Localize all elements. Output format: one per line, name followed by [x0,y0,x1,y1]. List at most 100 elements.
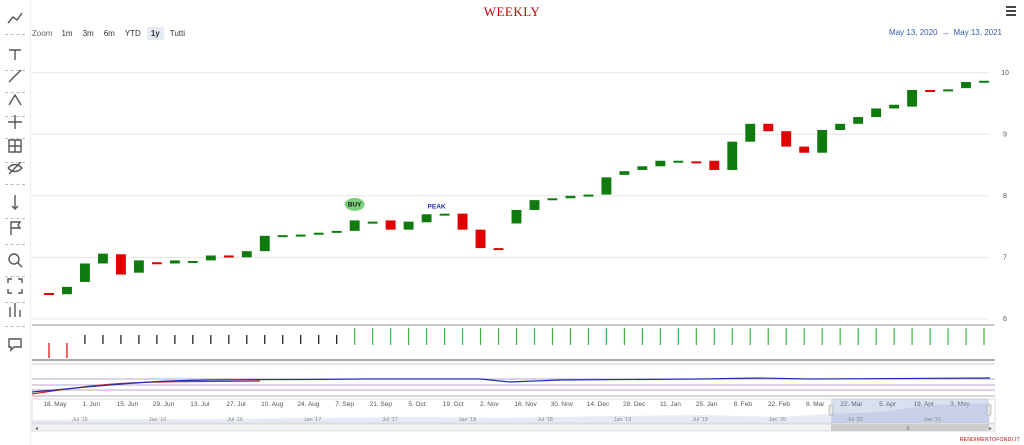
candle-up [871,108,882,118]
path-icon[interactable] [5,90,25,110]
candle-up [439,213,450,216]
navigator-label: Jul '17 [382,417,398,423]
candle-up [637,166,648,170]
scroll-right-icon: ▸ [989,426,992,432]
navigator-label: Jan '20 [769,417,787,423]
navigator-label: Jan '21 [924,417,942,423]
candle-down [385,220,396,230]
x-tick-label: 1. Jun [82,401,100,408]
candle-down [151,262,162,265]
candle-up [259,235,270,252]
candle-up [62,286,72,295]
candle-up [565,195,576,199]
x-tick-label: 29. Jun [153,401,175,408]
flag-icon[interactable] [5,218,25,238]
candle-up [817,129,828,153]
candle-up [979,80,989,83]
candle-up [169,260,180,264]
x-tick-label: 2. Nov [480,401,500,408]
x-tick-label: 5. Apr [879,401,897,408]
candle-down [44,293,54,296]
candle-up [583,194,594,197]
annotations-icon[interactable] [5,334,25,354]
candle-up [367,221,378,224]
x-tick-label: 14. Dec [587,401,610,408]
candle-up [673,160,684,163]
candle-up [349,220,360,231]
navigator-label: Jul '19 [692,417,708,423]
scroll-left-icon: ◂ [35,426,38,432]
candle-down [493,248,504,251]
x-tick-label: 21. Sep [370,401,393,408]
candle-up [529,200,540,210]
text-icon[interactable] [5,44,25,64]
toolbar-separator [5,276,25,277]
candle-up [961,81,971,89]
navigator-label: Jan '16 [149,417,167,423]
navigator-label: Jul '20 [847,417,863,423]
x-tick-label: 7. Sep [335,401,354,408]
candle-up [205,255,216,261]
oscillator-red-line [31,380,261,395]
trend-line-icon[interactable] [5,8,25,28]
zoom-3m-button[interactable]: 3m [82,29,94,38]
x-tick-label: 19. Oct [443,401,464,408]
candle-up [403,221,414,230]
candle-up [241,251,252,258]
zoom-1y-button[interactable]: 1y [146,27,164,40]
grid-icon[interactable] [5,136,25,156]
range-to-input[interactable]: May 13, 2021 [953,28,1002,37]
candle-up [511,209,522,224]
drawing-toolbar [0,0,31,445]
x-tick-label: 11. Jan [660,401,681,408]
x-tick-label: 13. Jul [190,401,210,408]
candle-up [277,235,288,238]
hamburger-menu-icon[interactable] [1006,6,1016,16]
x-tick-label: 27. Jul [226,401,246,408]
x-tick-label: 25. Jan [696,401,718,408]
candle-up [97,253,108,264]
zoom-1m-button[interactable]: 1m [61,29,73,38]
candle-up [421,214,432,223]
toolbar-separator [5,244,25,245]
toolbar-separator [5,70,25,71]
toolbar-separator [5,184,25,185]
navigator-series [32,403,990,423]
x-tick-label: 15. Jun [117,401,139,408]
y-tick-label: 6 [1003,316,1007,323]
candle-up [889,104,900,109]
chart-title: WEEKLY [483,4,541,19]
zoom-all-button[interactable]: Tutti [169,29,185,38]
navigator-label: Jul '18 [537,417,553,423]
range-arrow: → [941,28,950,37]
crosshair-icon[interactable] [5,112,25,132]
candle-down [763,123,774,132]
candle-down [781,131,792,147]
range-from-input[interactable]: May 13, 2020 [889,28,938,37]
measure-icon[interactable] [5,192,25,212]
candle-up [655,160,666,167]
eye-off-icon[interactable] [5,158,25,178]
x-tick-label: 5. Oct [408,401,426,408]
zoom-6m-button[interactable]: 6m [103,29,115,38]
toolbar-separator [5,138,25,139]
x-tick-label: 22. Feb [768,401,790,408]
toolbar-separator [5,34,25,35]
navigator-right-handle [986,404,992,416]
scrollbar-track [31,423,996,432]
candle-down [223,255,234,258]
candle-up [80,263,90,282]
x-tick-label: 30. Nov [551,401,574,408]
candle-down [457,213,468,230]
candle-up [619,171,630,175]
toolbar-separator [5,302,25,303]
x-tick-label: 28. Dec [623,401,646,408]
toolbar-separator [5,326,25,327]
zoom-icon[interactable] [5,250,25,270]
indicators-icon[interactable] [5,300,25,320]
line-icon[interactable] [5,66,25,86]
zoom-ytd-button[interactable]: YTD [124,29,141,38]
navigator-label: Jan '18 [459,417,477,423]
fullscreen-icon[interactable] [5,276,25,296]
